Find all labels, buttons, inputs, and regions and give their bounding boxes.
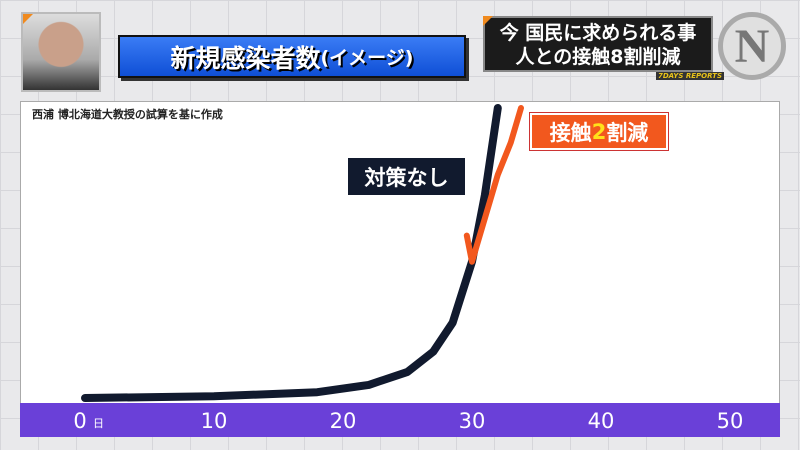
topic-line-1: 今 国民に求められる事 bbox=[499, 22, 697, 44]
logo-letter: N bbox=[734, 19, 770, 73]
series-label-contact-reduced: 接触 2 割減 bbox=[530, 113, 668, 150]
presenter-thumbnail bbox=[21, 12, 101, 92]
series-line-0 bbox=[81, 104, 502, 402]
title-text: 新規感染者数 bbox=[170, 43, 321, 73]
label-part: 割減 bbox=[606, 120, 649, 145]
title-suffix: (イメージ) bbox=[320, 47, 414, 69]
x-tick-label: 20 bbox=[330, 409, 357, 433]
chart-title: 新規感染者数 (イメージ) bbox=[118, 35, 466, 78]
chart-panel bbox=[20, 101, 780, 405]
x-axis-band bbox=[20, 403, 780, 437]
x-unit-label: 日 bbox=[93, 417, 104, 430]
program-logo: N bbox=[718, 12, 786, 80]
logo-subtitle: 7DAYS REPORTS bbox=[656, 72, 724, 80]
x-tick-label: 40 bbox=[588, 409, 615, 433]
x-tick-label: 50 bbox=[717, 409, 744, 433]
label-part: 接触 bbox=[549, 120, 592, 145]
series-label-no-measures: 対策なし bbox=[348, 158, 465, 195]
x-tick-label: 10 bbox=[201, 409, 228, 433]
x-tick-label: 30 bbox=[459, 409, 486, 433]
topic-line-2: 人との接触8割削減 bbox=[515, 46, 681, 68]
source-note: 西浦 博北海道大教授の試算を基に作成 bbox=[32, 108, 223, 121]
series-line-1 bbox=[463, 105, 524, 265]
label-highlight: 2 bbox=[591, 119, 607, 144]
x-tick-label: 0 bbox=[73, 409, 86, 433]
topic-box: 今 国民に求められる事 人との接触8割削減 bbox=[483, 16, 713, 72]
